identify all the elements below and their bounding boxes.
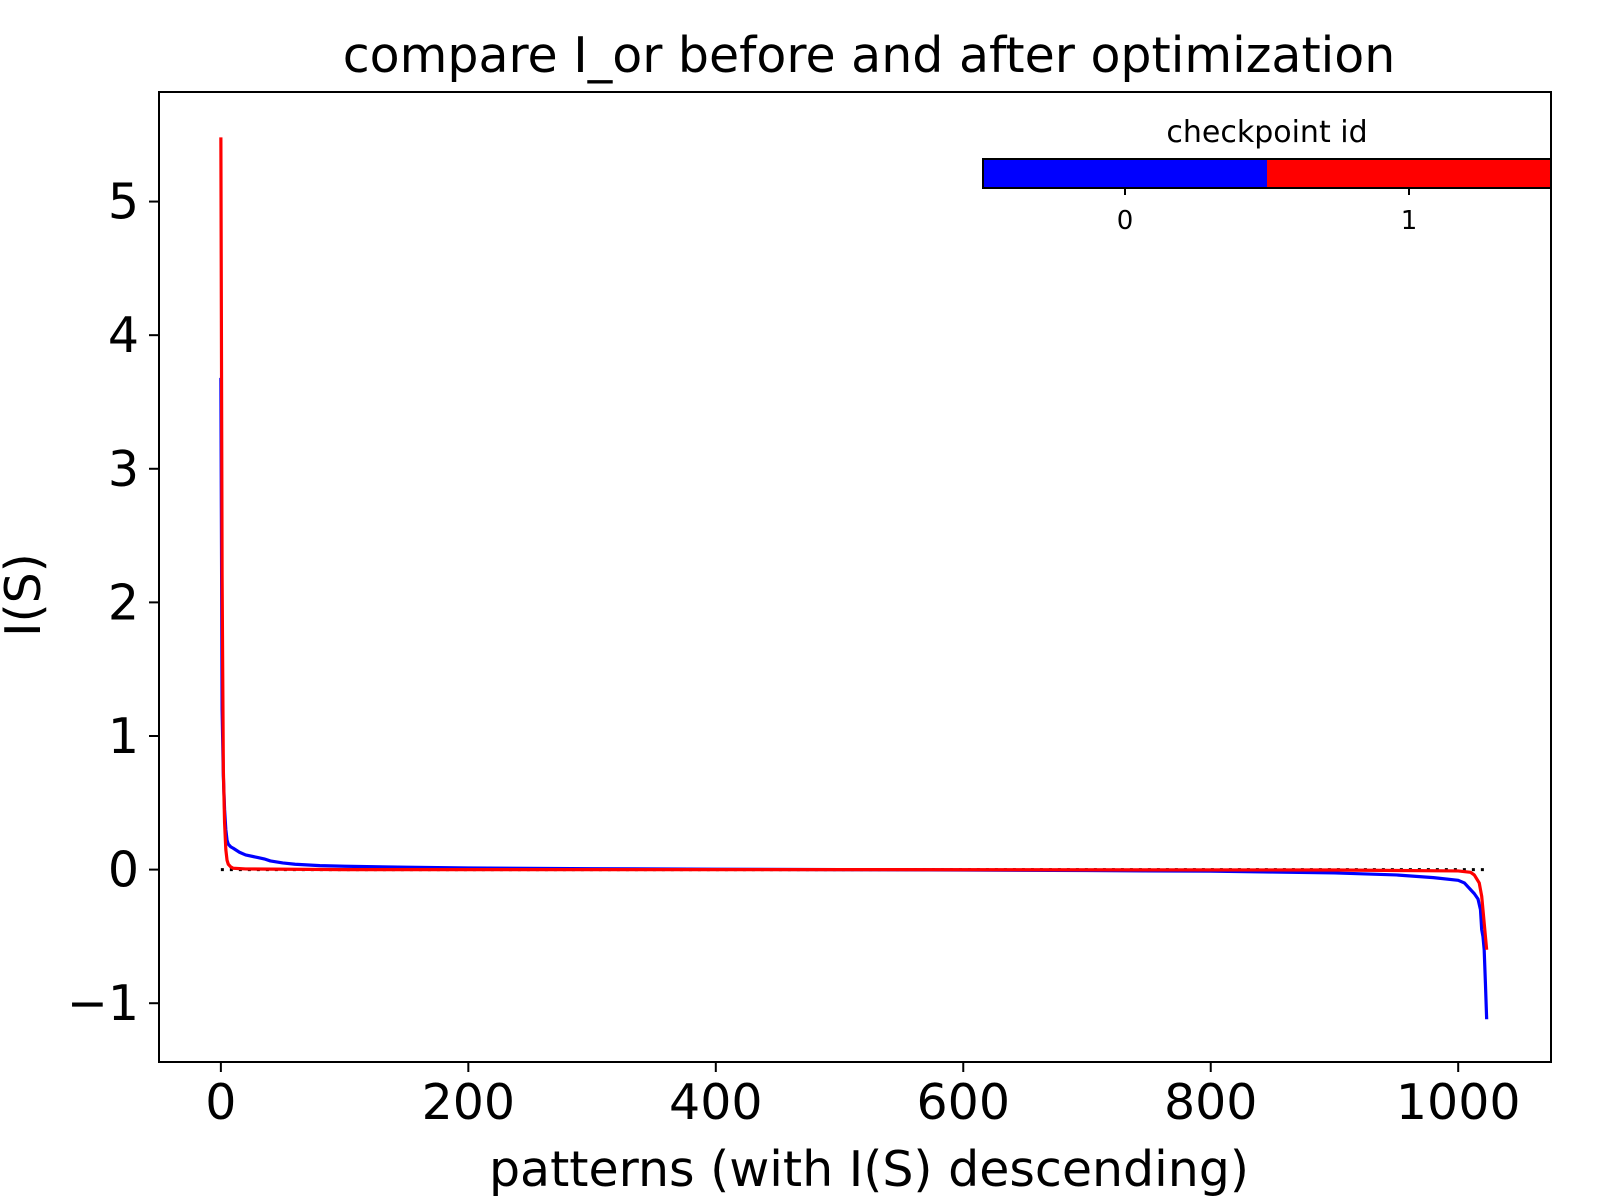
y-tick-label: 5 — [108, 174, 139, 231]
y-tick-label: 0 — [108, 842, 139, 899]
plot-area — [158, 91, 1552, 1063]
x-tick-label: 1000 — [1396, 1074, 1521, 1131]
colorbar-title: checkpoint id — [1166, 115, 1367, 150]
colorbar-segment-1 — [1267, 159, 1551, 188]
colorbar-tick-label-1: 1 — [1401, 206, 1418, 236]
y-tick-label: −1 — [67, 975, 139, 1032]
colorbar-frame — [982, 158, 1552, 189]
y-tick-label: 2 — [108, 574, 139, 631]
x-tick-label: 600 — [917, 1074, 1011, 1131]
x-tick-label: 400 — [669, 1074, 763, 1131]
plot-frame — [158, 91, 1552, 1063]
y-tick-label: 4 — [108, 307, 139, 364]
chart-title: compare I_or before and after optimizati… — [343, 27, 1396, 84]
x-tick-label: 800 — [1164, 1074, 1258, 1131]
colorbar-legend: checkpoint id 0 1 — [982, 115, 1552, 236]
y-tick-label: 3 — [108, 441, 139, 498]
y-axis-label: I(S) — [0, 553, 52, 637]
colorbar-tick-label-0: 0 — [1117, 206, 1134, 236]
x-axis-label: patterns (with I(S) descending) — [489, 1141, 1249, 1198]
y-tick-label: 1 — [108, 708, 139, 765]
series-line-1 — [219, 137, 1489, 950]
x-axis-ticks: 0 200 400 600 800 1000 — [205, 1062, 1521, 1131]
plot-background — [159, 92, 1551, 1062]
series-layer — [219, 137, 1489, 1020]
x-tick-label: 200 — [422, 1074, 516, 1131]
colorbar-segment-0 — [983, 159, 1267, 188]
x-tick-label: 0 — [205, 1074, 236, 1131]
y-axis-ticks: −1 0 1 2 3 4 5 — [67, 174, 159, 1032]
